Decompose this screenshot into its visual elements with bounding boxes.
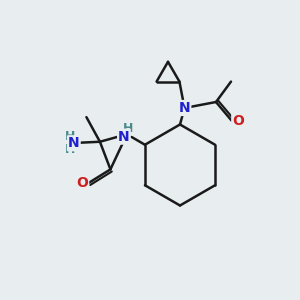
Text: H: H [65, 143, 75, 156]
Text: H: H [65, 130, 75, 143]
Text: O: O [232, 114, 244, 128]
Text: O: O [76, 176, 88, 190]
Text: N: N [118, 130, 130, 144]
Text: N: N [179, 101, 190, 115]
Text: H: H [123, 122, 134, 135]
Text: N: N [68, 136, 80, 150]
